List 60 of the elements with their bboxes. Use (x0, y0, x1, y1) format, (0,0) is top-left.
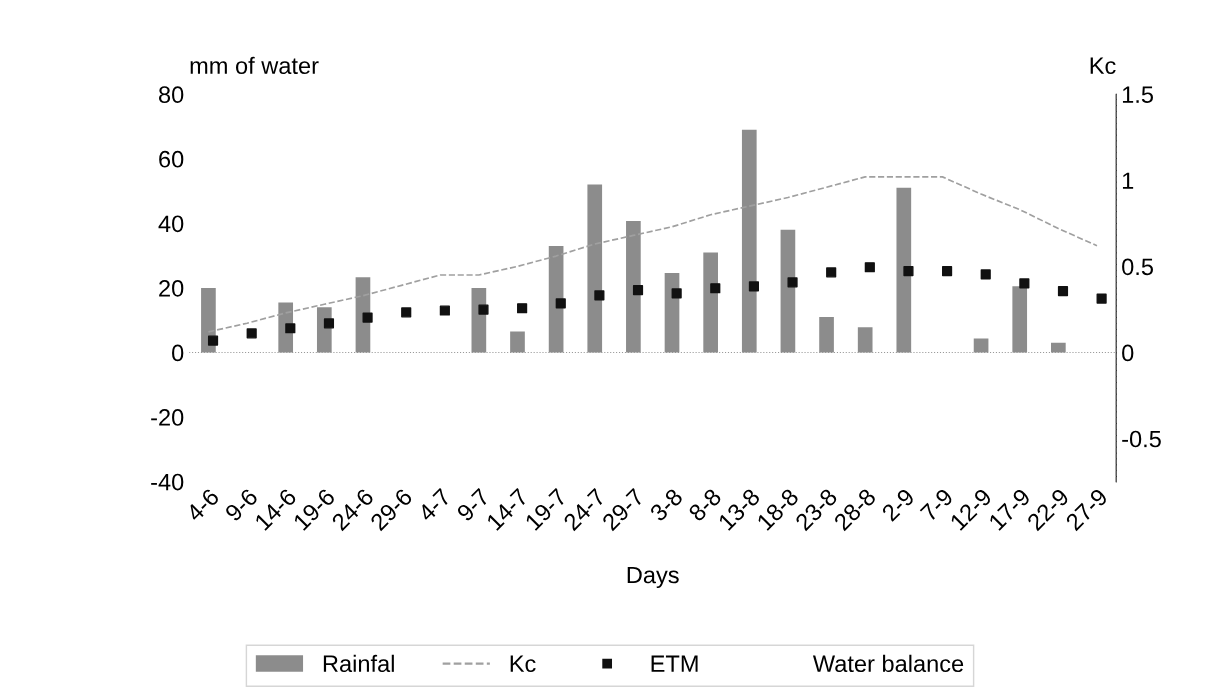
point (864, 262, 875, 273)
point (401, 307, 412, 318)
text: Water balance (812, 654, 964, 673)
point (362, 312, 373, 323)
point (787, 277, 798, 288)
point (285, 323, 296, 334)
point (748, 281, 760, 292)
point (671, 288, 682, 299)
point (555, 298, 566, 309)
bar (1051, 342, 1066, 353)
bar (703, 252, 718, 353)
point (1019, 278, 1030, 289)
bar (780, 229, 796, 353)
y-tick-label: -20 (151, 409, 184, 426)
point (439, 305, 450, 316)
point (246, 328, 257, 339)
point (1057, 286, 1069, 297)
legend-label: Kc (510, 655, 536, 673)
y-tick-label: 20 (159, 279, 184, 297)
y-tick-label: 0 (172, 344, 184, 362)
point (980, 269, 991, 280)
line-series (207, 176, 1098, 333)
y-tick-label: 80 (159, 86, 184, 104)
x-tick-label: 4-7 (417, 487, 452, 523)
bar (510, 331, 525, 353)
y2-tick-label: 0 (1122, 344, 1134, 362)
bar (819, 316, 834, 353)
bar (201, 287, 216, 353)
y2-tick-label: 0.5 (1122, 258, 1153, 276)
x-tick-label: 3-8 (648, 487, 684, 523)
x-tick-label: 4-6 (185, 487, 220, 523)
point (710, 283, 721, 294)
point (941, 266, 953, 277)
bar (896, 187, 912, 353)
point (1096, 293, 1107, 304)
y2-tick-label: 1 (1122, 172, 1134, 189)
point (826, 267, 837, 278)
bar (857, 327, 873, 353)
bar (587, 184, 603, 353)
y2-tick-label: -0.5 (1122, 430, 1161, 448)
y-tick-label: 60 (159, 150, 184, 168)
bar (1012, 286, 1028, 353)
x-axis-title: Days (627, 566, 679, 589)
point (517, 303, 528, 314)
legend-label: Rainfal (323, 654, 394, 673)
y2-axis-title: Kc (1090, 57, 1116, 75)
point (207, 335, 219, 346)
point (323, 318, 335, 329)
y-axis-title: mm of water (190, 56, 319, 75)
y-tick-label: 40 (158, 215, 184, 233)
legend-label: ETM (651, 655, 698, 672)
bar (741, 129, 757, 353)
point (478, 304, 489, 315)
point (632, 285, 644, 296)
x-tick-label: 2-9 (880, 487, 916, 523)
y2-tick-label: 1.5 (1122, 86, 1153, 104)
point (594, 290, 605, 301)
y-tick-label: -40 (151, 473, 184, 491)
point (903, 266, 914, 277)
bar (626, 221, 641, 353)
